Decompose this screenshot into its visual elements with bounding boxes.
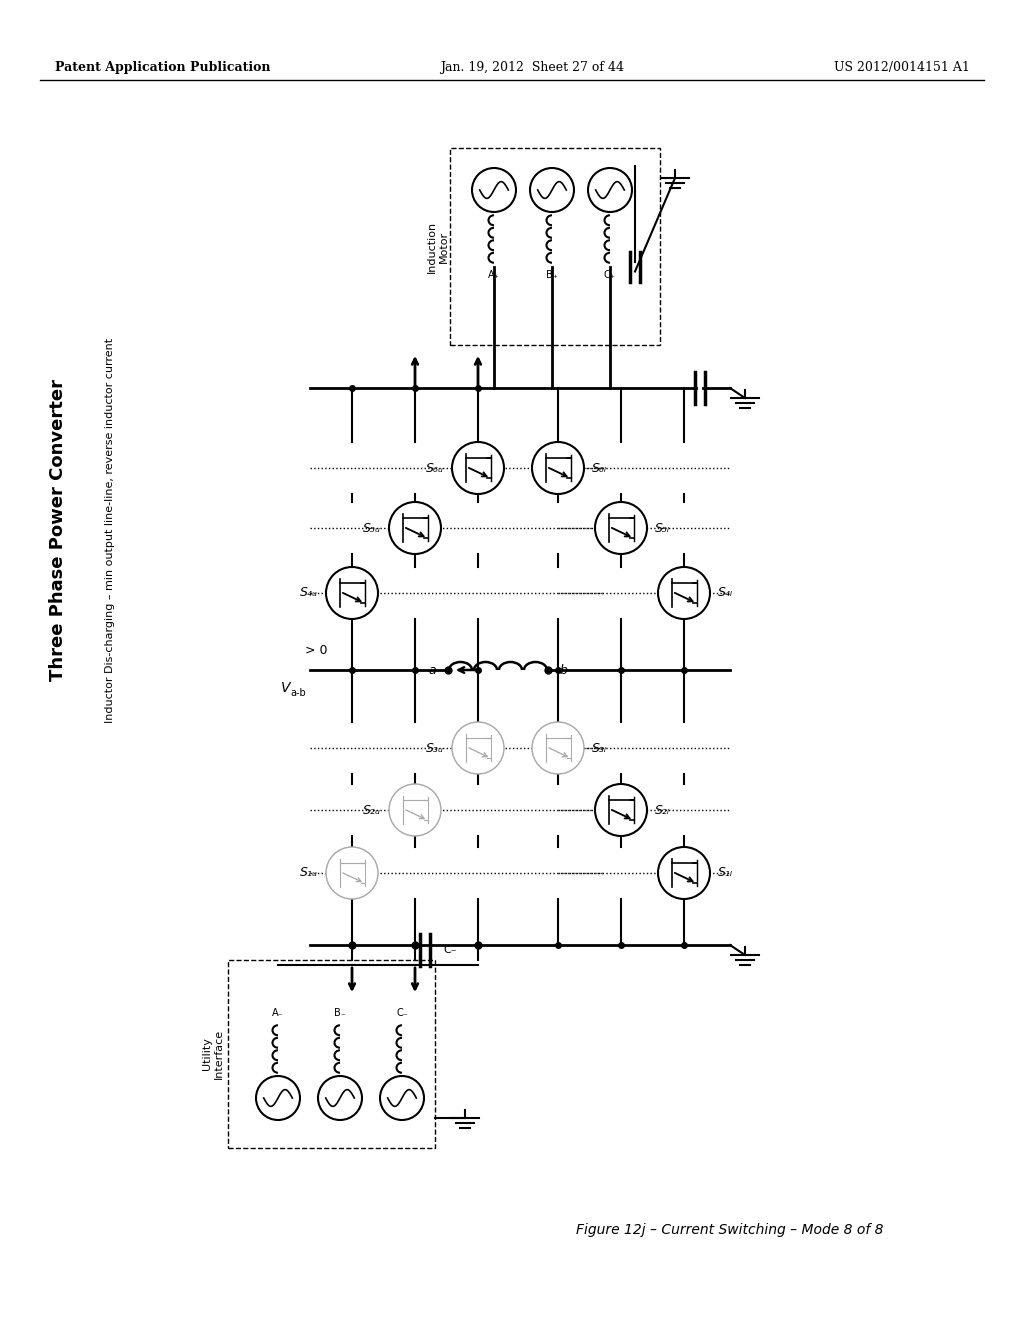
Text: S₂ₗ: S₂ₗ <box>655 804 670 817</box>
Text: A₊: A₊ <box>488 271 500 280</box>
Bar <box>228 960 435 1148</box>
Circle shape <box>380 1076 424 1119</box>
Text: C₋: C₋ <box>443 945 457 954</box>
Circle shape <box>389 784 441 836</box>
Text: Inductor Dis-charging – min output line-line, reverse inductor current: Inductor Dis-charging – min output line-… <box>105 338 115 722</box>
Text: C₊: C₊ <box>604 271 616 280</box>
Text: a-b: a-b <box>290 688 306 698</box>
Circle shape <box>532 442 584 494</box>
Circle shape <box>326 568 378 619</box>
Circle shape <box>658 568 710 619</box>
Text: US 2012/0014151 A1: US 2012/0014151 A1 <box>835 62 970 74</box>
Bar <box>450 148 660 345</box>
Text: Jan. 19, 2012  Sheet 27 of 44: Jan. 19, 2012 Sheet 27 of 44 <box>440 62 624 74</box>
Text: B₋: B₋ <box>334 1008 346 1018</box>
Text: Three Phase Power Converter: Three Phase Power Converter <box>49 379 67 681</box>
Circle shape <box>256 1076 300 1119</box>
Text: S₅ₗ: S₅ₗ <box>655 521 670 535</box>
Text: Patent Application Publication: Patent Application Publication <box>55 62 270 74</box>
Text: S₃ₗ: S₃ₗ <box>592 742 607 755</box>
Text: Figure 12j – Current Switching – Mode 8 of 8: Figure 12j – Current Switching – Mode 8 … <box>577 1224 884 1237</box>
Text: C₋: C₋ <box>396 1008 408 1018</box>
Text: S₁ₗ: S₁ₗ <box>718 866 733 879</box>
Text: Utility
Interface: Utility Interface <box>202 1028 224 1078</box>
Text: S₂ᵤ: S₂ᵤ <box>364 804 381 817</box>
Text: Induction
Motor: Induction Motor <box>427 220 449 272</box>
Circle shape <box>452 442 504 494</box>
Text: B₊: B₊ <box>546 271 558 280</box>
Circle shape <box>472 168 516 213</box>
Text: S₄ᵤ: S₄ᵤ <box>300 586 318 599</box>
Circle shape <box>595 502 647 554</box>
Text: V: V <box>281 681 290 696</box>
Circle shape <box>326 847 378 899</box>
Circle shape <box>389 502 441 554</box>
Circle shape <box>530 168 574 213</box>
Circle shape <box>452 722 504 774</box>
Text: A₋: A₋ <box>272 1008 284 1018</box>
Circle shape <box>532 722 584 774</box>
Text: S₆ᵤ: S₆ᵤ <box>426 462 444 474</box>
Circle shape <box>658 847 710 899</box>
Text: > 0: > 0 <box>305 644 328 656</box>
Circle shape <box>318 1076 362 1119</box>
Text: S₆ₗ: S₆ₗ <box>592 462 607 474</box>
Circle shape <box>588 168 632 213</box>
Text: b: b <box>560 664 568 676</box>
Circle shape <box>595 784 647 836</box>
Text: S₁ᵤ: S₁ᵤ <box>300 866 318 879</box>
Text: a: a <box>428 664 436 676</box>
Text: S₅ᵤ: S₅ᵤ <box>364 521 381 535</box>
Text: S₄ₗ: S₄ₗ <box>718 586 733 599</box>
Text: S₃ᵤ: S₃ᵤ <box>426 742 444 755</box>
